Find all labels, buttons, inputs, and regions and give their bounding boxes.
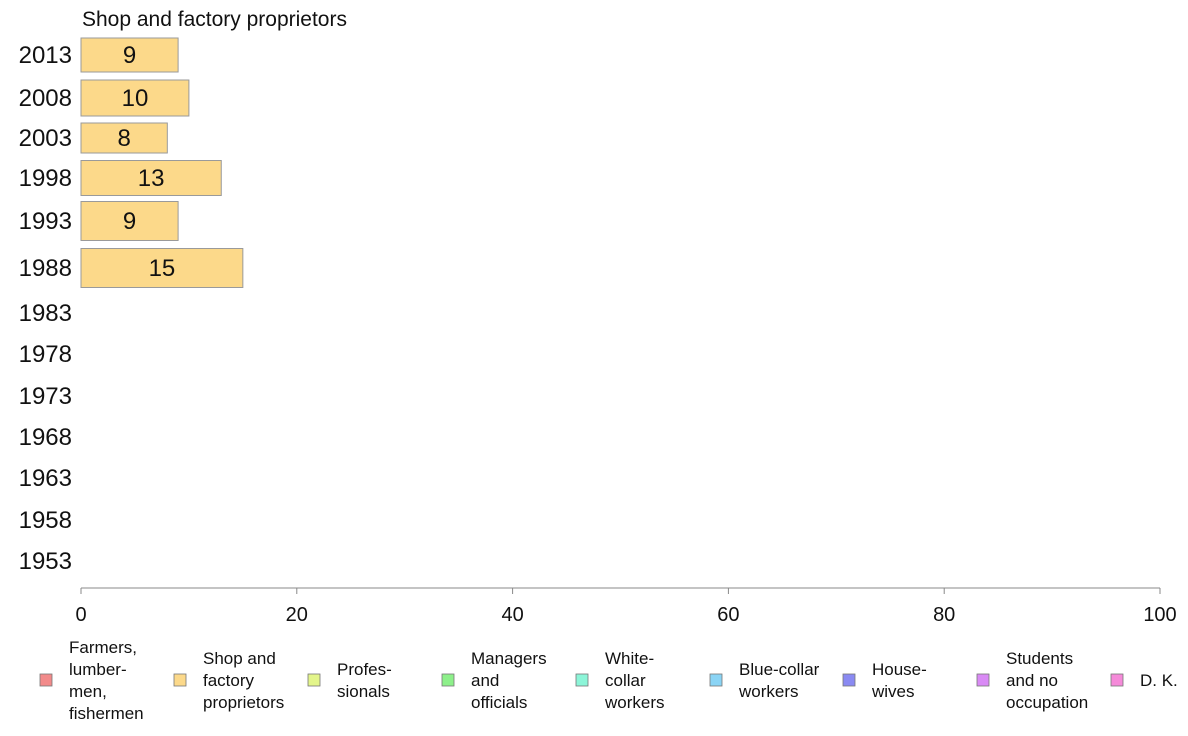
x-tick-label-0: 0 <box>75 604 86 626</box>
value-label-1993: 9 <box>123 208 136 235</box>
value-label-2008: 10 <box>122 85 149 112</box>
year-label-1978: 1978 <box>19 341 72 368</box>
bar-2008 <box>80 79 190 117</box>
x-tick-label-100: 100 <box>1143 604 1176 626</box>
year-label-1998: 1998 <box>19 165 72 192</box>
legend: Farmers, lumber-men, fishermen Shop and fact… <box>39 638 1178 723</box>
legend-label-7: House-wives <box>871 660 927 701</box>
legend-label-4: Managers and officials <box>471 649 547 712</box>
legend-swatch-2 <box>173 673 187 687</box>
legend-label-1: Farmers, lumber-men, fishermen <box>69 638 144 723</box>
x-tick-label-20: 20 <box>286 604 308 626</box>
x-tick-label-40: 40 <box>501 604 523 626</box>
year-label-1988: 1988 <box>19 255 72 282</box>
legend-swatch-3 <box>307 673 321 687</box>
legend-label-5: White-collar workers <box>604 649 665 712</box>
year-label-1968: 1968 <box>19 424 72 451</box>
bar-2003 <box>80 122 168 154</box>
bar-1993 <box>80 201 179 241</box>
legend-label-6: Blue-collar workers <box>738 660 820 701</box>
bar-1998 <box>80 160 222 196</box>
legend-label-2: Shop and factory proprietors <box>203 649 284 712</box>
legend-swatch-5 <box>575 673 589 687</box>
year-label-2003: 2003 <box>19 125 72 152</box>
value-label-1988: 15 <box>149 255 176 282</box>
legend-swatch-4 <box>441 673 455 687</box>
value-label-2013: 9 <box>123 42 136 69</box>
bar-1988 <box>80 248 244 288</box>
year-label-1958: 1958 <box>19 507 72 534</box>
value-label-2003: 8 <box>117 125 130 152</box>
year-label-2008: 2008 <box>19 85 72 112</box>
chart-title: Shop and factory proprietors <box>82 8 347 31</box>
year-label-1973: 1973 <box>19 383 72 410</box>
year-labels: 2013 2008 2003 1998 1993 1988 1983 1978 1973 1968… <box>19 42 72 575</box>
legend-swatch-7 <box>842 673 856 687</box>
year-label-1963: 1963 <box>19 465 72 492</box>
legend-label-8: Students and no occupation <box>1006 649 1088 712</box>
legend-label-3: Profes-sionals <box>337 660 392 701</box>
x-tick-label-60: 60 <box>717 604 739 626</box>
year-label-1993: 1993 <box>19 208 72 235</box>
value-label-1998: 13 <box>138 165 165 192</box>
year-label-2013: 2013 <box>19 42 72 69</box>
legend-swatch-9 <box>1110 673 1124 687</box>
x-tick-label-80: 80 <box>933 604 955 626</box>
bar-2013 <box>80 37 179 73</box>
year-label-1953: 1953 <box>19 548 72 575</box>
legend-swatch-1 <box>39 673 53 687</box>
legend-swatch-6 <box>709 673 723 687</box>
legend-label-9: D. K. <box>1140 671 1178 690</box>
legend-swatch-8 <box>976 673 990 687</box>
year-label-1983: 1983 <box>19 300 72 327</box>
x-axis-ticks: 0 20 40 60 80 100 <box>75 588 1177 626</box>
